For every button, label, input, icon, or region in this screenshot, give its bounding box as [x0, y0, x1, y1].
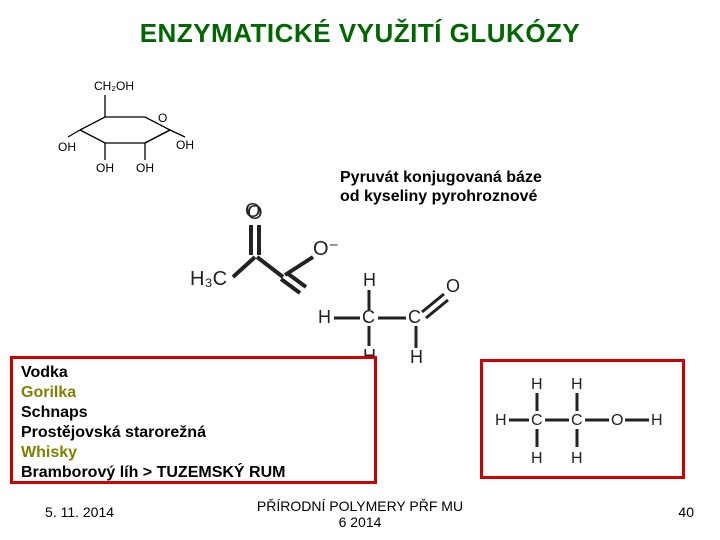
footer-center-line2: 6 2014	[339, 514, 382, 530]
spirit-item-5: Bramborový líh > TUZEMSKÝ RUM	[21, 463, 366, 483]
svg-text:H: H	[318, 307, 331, 327]
svg-text:H: H	[531, 450, 543, 467]
svg-text:OH: OH	[136, 161, 154, 175]
pyruvate-caption-line2: od kyseliny pyrohroznové	[340, 187, 542, 206]
spirit-item-0: Vodka	[21, 363, 366, 383]
page-title: ENZYMATICKÉ VYUŽITÍ GLUKÓZY	[0, 18, 720, 49]
svg-text:OH: OH	[96, 161, 114, 175]
svg-text:C: C	[408, 307, 421, 327]
svg-text:CH₂OH: CH₂OH	[94, 79, 134, 93]
ethanol-structure: H C C O H H H H H	[495, 367, 680, 480]
ethanol-box: H C C O H H H H H	[480, 359, 685, 479]
glucose-structure: O CH₂OH OH OH OH OH	[50, 75, 205, 195]
svg-text:O: O	[158, 111, 167, 125]
pyruvate-caption-line1: Pyruvát konjugovaná báze	[340, 168, 542, 187]
svg-text:O: O	[446, 276, 460, 296]
svg-text:OH: OH	[58, 140, 76, 154]
svg-text:H: H	[571, 376, 583, 393]
footer-center: PŘÍRODNÍ POLYMERY PŘF MU 6 2014	[0, 498, 720, 530]
svg-text:H: H	[363, 270, 376, 290]
svg-text:H: H	[495, 412, 507, 429]
spirit-item-2: Schnaps	[21, 403, 366, 423]
footer-center-line1: PŘÍRODNÍ POLYMERY PŘF MU	[257, 498, 463, 514]
svg-text:C: C	[571, 412, 583, 429]
pyruvate-caption: Pyruvát konjugovaná báze od kyseliny pyr…	[340, 168, 542, 206]
svg-text:O: O	[245, 200, 261, 222]
svg-text:O: O	[611, 412, 623, 429]
spirit-item-1: Gorilka	[21, 383, 366, 403]
svg-text:H: H	[531, 376, 543, 393]
svg-text:H: H	[651, 412, 663, 429]
spirit-item-3: Prostějovská starorežná	[21, 423, 366, 443]
footer-page-number: 40	[678, 504, 694, 520]
footer: 5. 11. 2014 PŘÍRODNÍ POLYMERY PŘF MU 6 2…	[0, 490, 720, 530]
svg-text:H: H	[571, 450, 583, 467]
spirit-item-4: Whisky	[21, 443, 366, 463]
svg-text:C: C	[531, 412, 543, 429]
svg-text:H₃C: H₃C	[190, 268, 227, 290]
svg-text:H: H	[410, 347, 423, 367]
svg-text:OH: OH	[176, 138, 194, 152]
svg-text:O⁻: O⁻	[313, 238, 339, 260]
spirits-box: Vodka Gorilka Schnaps Prostějovská staro…	[10, 356, 377, 484]
